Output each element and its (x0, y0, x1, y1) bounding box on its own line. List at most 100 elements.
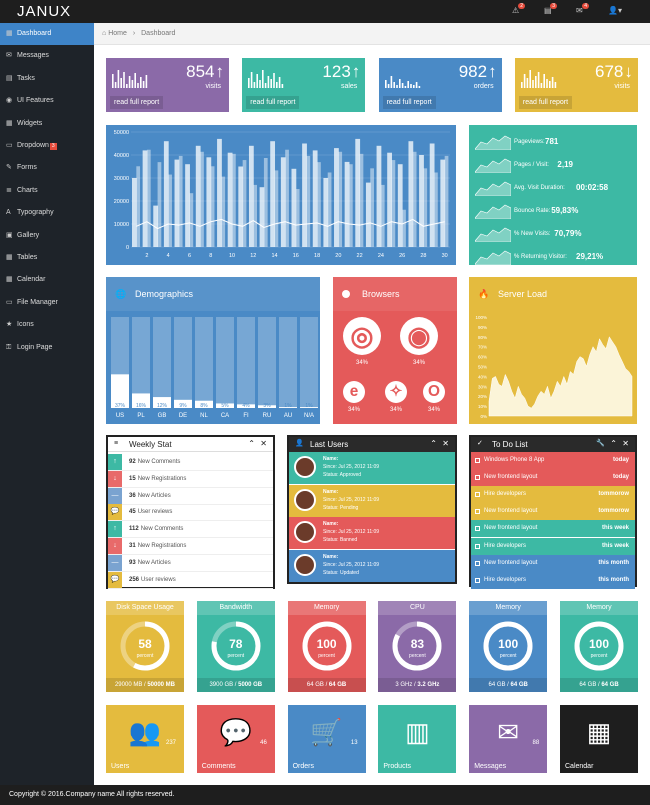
shortcut-users[interactable]: 👥 237 Users (106, 705, 184, 773)
sidebar-item-login-page[interactable]: ⚿ Login Page (0, 337, 94, 359)
sidebar-item-tables[interactable]: ▦ Tables (0, 247, 94, 269)
x-tick-label: 10 (229, 253, 235, 259)
close-icon[interactable]: ✕ (442, 439, 449, 448)
sparkline-bar (120, 78, 122, 88)
sidebar-item-calendar[interactable]: ▦ Calendar (0, 269, 94, 291)
sidebar-item-messages[interactable]: ✉ Messages (0, 45, 94, 67)
todo-checkbox[interactable] (475, 475, 480, 481)
chevron-up-icon[interactable]: ⌃ (248, 439, 255, 448)
gauge-cpu: CPU 83 percent 3 GHz / 3.2 GHz (378, 601, 457, 692)
shortcut-messages[interactable]: ✉ 88 Messages (469, 705, 548, 773)
todo-item[interactable]: Hire developers this month (471, 571, 635, 589)
sidebar-item-typography[interactable]: A Typography (0, 202, 94, 224)
stat-count: 45 (129, 509, 136, 516)
todo-checkbox[interactable] (475, 492, 480, 498)
sparkline-bar (253, 82, 256, 88)
y-tick-label: 10000 (114, 222, 129, 228)
demographic-label: FI (243, 413, 249, 419)
stat-text: User reviews (137, 509, 173, 516)
user-menu-icon[interactable]: 👤▾ (608, 6, 622, 15)
read-full-report-link[interactable]: read full report (382, 96, 436, 109)
todo-item[interactable]: Windows Phone 8 App today (471, 452, 635, 469)
todo-item[interactable]: New frontend layout tommorow (471, 503, 635, 521)
sparkline-bar (398, 79, 401, 88)
user-row[interactable]: Name: Since: Jul 25, 2012 11:09 Status: Ap… (289, 452, 455, 484)
lock-icon: ⚿ (6, 343, 12, 351)
sidebar-item-gallery[interactable]: ▣ Gallery (0, 225, 94, 247)
x-tick-label: 2 (145, 253, 148, 259)
top-bar: JANUX ⚠ 2 ▤ 3 ✉ 4 👤▾ (0, 0, 650, 23)
todo-item[interactable]: New frontend layout this month (471, 554, 635, 572)
todo-item[interactable]: Hire developers tommorow (471, 486, 635, 504)
user-row[interactable]: Name: Since: Jul 25, 2012 11:09 Status: Up… (289, 549, 455, 582)
shortcut-comments[interactable]: 💬 46 Comments (196, 705, 275, 773)
tasks-icon[interactable]: ▤ 3 (544, 3, 557, 15)
bar (323, 178, 329, 247)
bar (178, 155, 183, 247)
sidebar-item-tasks[interactable]: ▤ Tasks (0, 68, 94, 90)
bar (359, 153, 364, 247)
demographic-bar-bg (279, 317, 297, 408)
todo-checkbox[interactable] (475, 543, 480, 549)
close-icon[interactable]: ✕ (622, 439, 629, 448)
todo-item[interactable]: New frontend layout this week (471, 520, 635, 538)
chevron-up-icon[interactable]: ⌃ (610, 439, 617, 448)
todo-checkbox[interactable] (475, 577, 480, 583)
sparkline-bar (548, 81, 551, 88)
todo-checkbox[interactable] (475, 509, 480, 515)
shortcut-calendar[interactable]: ▦ Calendar (560, 705, 638, 773)
read-full-report-link[interactable]: read full report (518, 96, 573, 109)
todo-checkbox[interactable] (475, 560, 480, 566)
sidebar-item-label: Icons (17, 321, 34, 329)
shortcut-label: Comments (201, 763, 236, 770)
read-full-report-link[interactable]: read full report (110, 96, 164, 109)
demographic-bar (174, 399, 192, 408)
opera-icon: O (423, 381, 445, 403)
todo-checkbox[interactable] (475, 458, 480, 463)
stat-type-icon: 💬 (108, 504, 122, 521)
shortcut-products[interactable]: ▥ Products (378, 705, 457, 773)
close-icon[interactable]: ✕ (260, 439, 267, 448)
warning-icon[interactable]: ⚠ 2 (512, 3, 525, 15)
gauge-value: 78 (229, 637, 243, 651)
user-row[interactable]: Name: Since: Jul 25, 2012 11:09 Status: Pe… (289, 484, 455, 517)
breadcrumb: ⌂ Home › Dashboard (94, 23, 650, 45)
stat-text: New Articles (137, 492, 171, 499)
chevron-up-icon[interactable]: ⌃ (430, 439, 437, 448)
user-row[interactable]: Name: Since: Jul 25, 2012 11:09 Status: Ba… (289, 517, 455, 549)
read-full-report-link[interactable]: read full report (246, 96, 300, 109)
wrench-icon[interactable]: 🔧 (596, 440, 605, 447)
bar (253, 184, 258, 247)
demographic-bar-bg (216, 317, 234, 408)
sparkline-bar (520, 82, 523, 88)
envelope-icon[interactable]: ✉ 4 (576, 3, 589, 15)
todo-item[interactable]: Hire developers this week (471, 537, 635, 555)
font-icon: A (6, 209, 11, 217)
sidebar-item-icons[interactable]: ★ Icons (0, 314, 94, 336)
brand-logo[interactable]: JANUX (17, 3, 72, 20)
sidebar-item-forms[interactable]: ✎ Forms (0, 157, 94, 179)
stat-count: 36 (129, 492, 136, 499)
shortcut-orders[interactable]: 🛒 13 Orders (287, 705, 366, 773)
sidebar-item-charts[interactable]: ≣ Charts (0, 180, 94, 202)
gauge-ring (120, 621, 170, 671)
sidebar-item-widgets[interactable]: ▦ Widgets (0, 113, 94, 135)
sidebar-item-ui-features[interactable]: ◉ UI Features (0, 90, 94, 112)
y-tick-label: 100% (475, 315, 487, 320)
sidebar-item-dashboard[interactable]: ▦ Dashboard (0, 23, 94, 45)
sparkline-bar (540, 83, 543, 88)
gauge-total: 50000 MB (147, 682, 176, 688)
gauge-title: Disk Space Usage (106, 601, 184, 615)
metric-value: 59,83% (551, 206, 579, 215)
home-icon[interactable]: ⌂ (102, 30, 107, 37)
browsers-panel: Browsers ◎ 34% ◉ 34% e 34% ✧ 34% O 34% (333, 277, 457, 424)
todo-item[interactable]: New frontend layout today (471, 469, 635, 487)
y-tick-label: 10% (478, 404, 487, 409)
todo-checkbox[interactable] (475, 526, 480, 532)
notification-badge: 2 (518, 3, 525, 9)
sidebar-item-file-manager[interactable]: ▭ File Manager (0, 292, 94, 314)
weekly-stat-title: Weekly Stat (108, 437, 273, 452)
sidebar-item-dropdown[interactable]: ▭ Dropdown 3 (0, 135, 94, 157)
stat-count: 92 (129, 459, 136, 465)
breadcrumb-home[interactable]: Home (108, 30, 127, 37)
